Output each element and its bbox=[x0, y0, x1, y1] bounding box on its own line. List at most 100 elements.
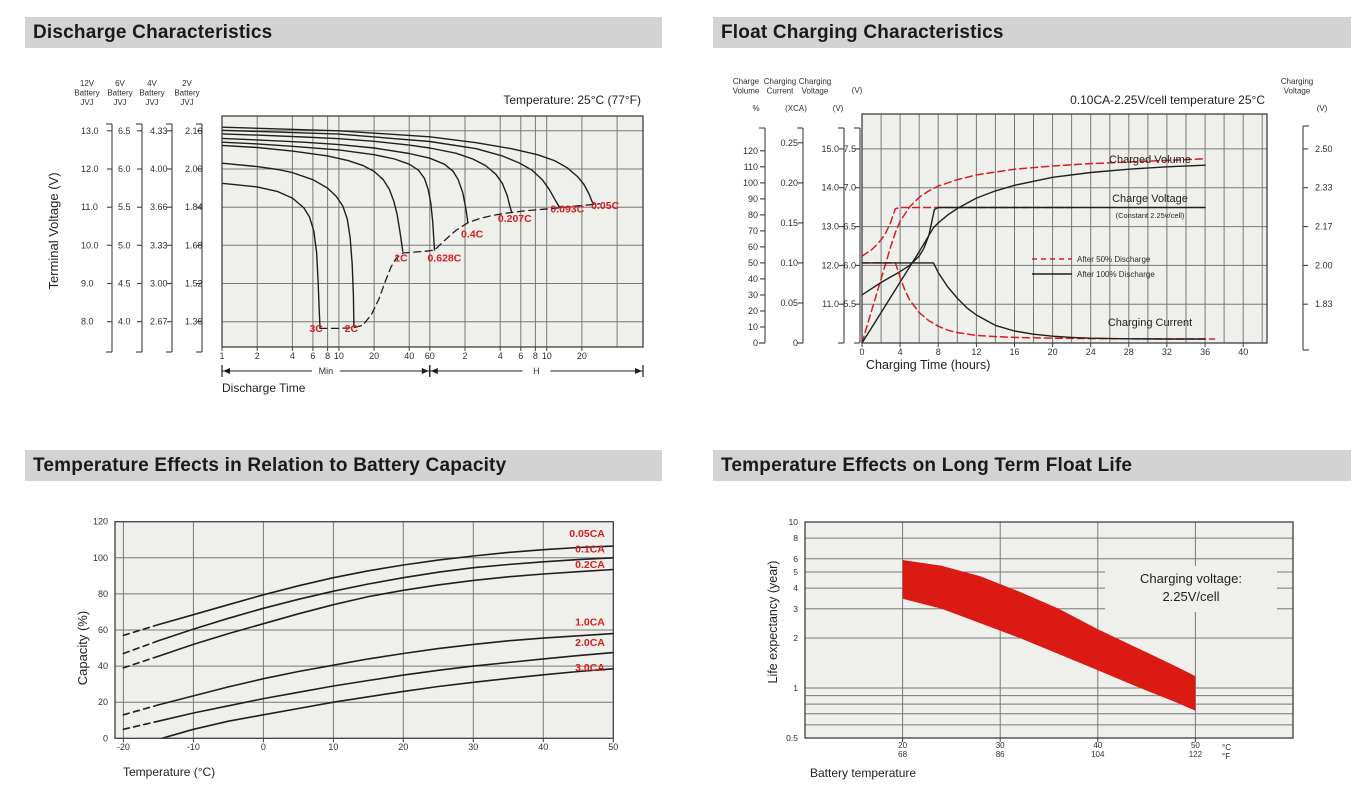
series-0.05CA-dash bbox=[122, 623, 160, 637]
scale-value: 5.5 bbox=[843, 299, 856, 309]
scale-header: 2V bbox=[182, 79, 192, 88]
annotation-0-2ca: 0.2CA bbox=[575, 559, 605, 571]
scale-value: 1.68 bbox=[185, 240, 203, 250]
x-tick-label: 20 bbox=[577, 351, 587, 361]
scale-value: 0.25 bbox=[780, 138, 798, 148]
scale-value: 15.0 bbox=[821, 144, 839, 154]
x-tick-label: 10 bbox=[542, 351, 552, 361]
plot-border bbox=[221, 115, 644, 348]
scale-header: JVJ bbox=[180, 98, 193, 107]
annotation-0-093c: 0.093C bbox=[550, 203, 584, 215]
scale-header: Volume bbox=[733, 87, 760, 96]
scale-value: 5.5 bbox=[118, 202, 131, 212]
x-tick-label: 32 bbox=[1162, 347, 1172, 357]
scale-value: 3.66 bbox=[150, 202, 168, 212]
annotation-discharge-time: Discharge Time bbox=[222, 381, 306, 395]
annotation-1c: 1C bbox=[394, 252, 408, 264]
scale-header: Charge bbox=[733, 77, 760, 86]
scale-header: JVJ bbox=[113, 98, 126, 107]
scale-header: Battery bbox=[107, 89, 132, 98]
side-scale: (V) 5.5 6.0 6.5 7.0 7.5 bbox=[843, 86, 863, 344]
series-0.4C bbox=[221, 137, 469, 224]
scale-value: 0.10 bbox=[780, 258, 798, 268]
annotation-temperature-25-c-77-f-: Temperature: 25°C (77°F) bbox=[503, 93, 641, 107]
annotation-charging-current: Charging Current bbox=[1108, 317, 1192, 329]
scale-value: 12.0 bbox=[821, 260, 839, 270]
annotation-terminal-voltage-v-: Terminal Voltage (V) bbox=[46, 172, 61, 289]
x-tick-label: 40 bbox=[404, 351, 414, 361]
y-axis-labels: 10 8 6 5 4 3 2 1 0.5 bbox=[786, 517, 798, 743]
scale-header: JVJ bbox=[80, 98, 93, 107]
annotation-charged-volume: Charged Volume bbox=[1109, 154, 1191, 166]
y-tick-label: 10 bbox=[789, 517, 799, 527]
scale-header: Current bbox=[767, 87, 794, 96]
scale-value: 4.5 bbox=[118, 279, 131, 289]
scale-header: Voltage bbox=[802, 87, 829, 96]
y-tick-label: 100 bbox=[93, 553, 108, 563]
y-axis-labels: 0 20 40 60 80 100 120 bbox=[93, 517, 108, 744]
scale-value: 2.50 bbox=[1315, 144, 1333, 154]
scale-header: 4V bbox=[147, 79, 157, 88]
scale-value: 20 bbox=[748, 306, 758, 316]
series-cutoff bbox=[319, 203, 601, 330]
x-tick-label: 20 bbox=[398, 742, 408, 752]
y-tick-label: 8 bbox=[793, 533, 798, 543]
x-tick-label: 2 bbox=[462, 351, 467, 361]
scale-value: 1.36 bbox=[185, 317, 203, 327]
y-tick-label: 120 bbox=[93, 517, 108, 527]
annotation-battery-temperature: Battery temperature bbox=[810, 766, 916, 780]
annotation-0-628c: 0.628C bbox=[427, 252, 461, 264]
annotation-0-05ca: 0.05CA bbox=[569, 528, 605, 540]
header-float-charging-characteristics: Float Charging Characteristics bbox=[713, 17, 1351, 48]
scale-value: 14.0 bbox=[821, 183, 839, 193]
scale-value: 4.00 bbox=[150, 164, 168, 174]
x-tick-label: 4 bbox=[898, 347, 903, 357]
x-tick-label: 30 bbox=[996, 741, 1005, 750]
annotation-3c: 3C bbox=[309, 323, 323, 335]
temperature-effects-capacity-chart: -20 -10 0 10 20 30 40 50 0 20 40 60 80 100 120 0.05CA 0.… bbox=[75, 517, 618, 779]
header-temperature-effects-float-life: Temperature Effects on Long Term Float L… bbox=[713, 450, 1351, 481]
x-tick-label: -20 bbox=[117, 742, 130, 752]
scale-header: JVJ bbox=[145, 98, 158, 107]
x-tick-label: 0 bbox=[261, 742, 266, 752]
scale-value: 2.00 bbox=[1315, 260, 1333, 270]
x-tick-label: 12 bbox=[971, 347, 981, 357]
scale-header: 12V bbox=[80, 79, 95, 88]
scale-unit: % bbox=[752, 104, 759, 113]
life-expectancy-band bbox=[902, 560, 1196, 711]
header-temperature-effects-capacity: Temperature Effects in Relation to Batte… bbox=[25, 450, 662, 481]
legend-label: After 50% Discharge bbox=[1077, 255, 1151, 264]
scale-value: 10 bbox=[748, 322, 758, 332]
scale-value: 11.0 bbox=[822, 299, 839, 309]
header-discharge-characteristics: Discharge Characteristics bbox=[25, 17, 662, 48]
scale-value: 4.0 bbox=[118, 317, 131, 327]
x-tick-label: 28 bbox=[1124, 347, 1134, 357]
scale-value: 0 bbox=[753, 338, 758, 348]
x-tick-label: 4 bbox=[290, 351, 295, 361]
series-0.628C bbox=[221, 141, 436, 251]
scale-value: 3.00 bbox=[150, 279, 168, 289]
scale-value: 11.0 bbox=[81, 202, 98, 212]
series-1C bbox=[221, 144, 404, 252]
x-tick-label: 30 bbox=[468, 742, 478, 752]
scale-value: 120 bbox=[743, 146, 758, 156]
series-charged-volume-50 bbox=[861, 158, 1206, 344]
y-tick-label: 2 bbox=[793, 633, 798, 643]
x-tick-label: 1 bbox=[219, 351, 224, 361]
discharge-characteristics-chart: 1 2 4 6 8 10 20 40 60 2 4 6 8 10 2012VBatteryJVJ13.012… bbox=[46, 79, 644, 395]
scale-header: Battery bbox=[174, 89, 199, 98]
annotation-0-4c: 0.4C bbox=[461, 229, 484, 241]
scale-header: Battery bbox=[139, 89, 164, 98]
x-tick-label: 10 bbox=[328, 742, 338, 752]
plot-border bbox=[114, 521, 614, 739]
scale-value: 30 bbox=[748, 290, 758, 300]
series-charge-voltage-100 bbox=[861, 206, 1206, 296]
x-tick-label: 40 bbox=[1238, 347, 1248, 357]
series-charge-voltage-50 bbox=[861, 206, 1073, 257]
